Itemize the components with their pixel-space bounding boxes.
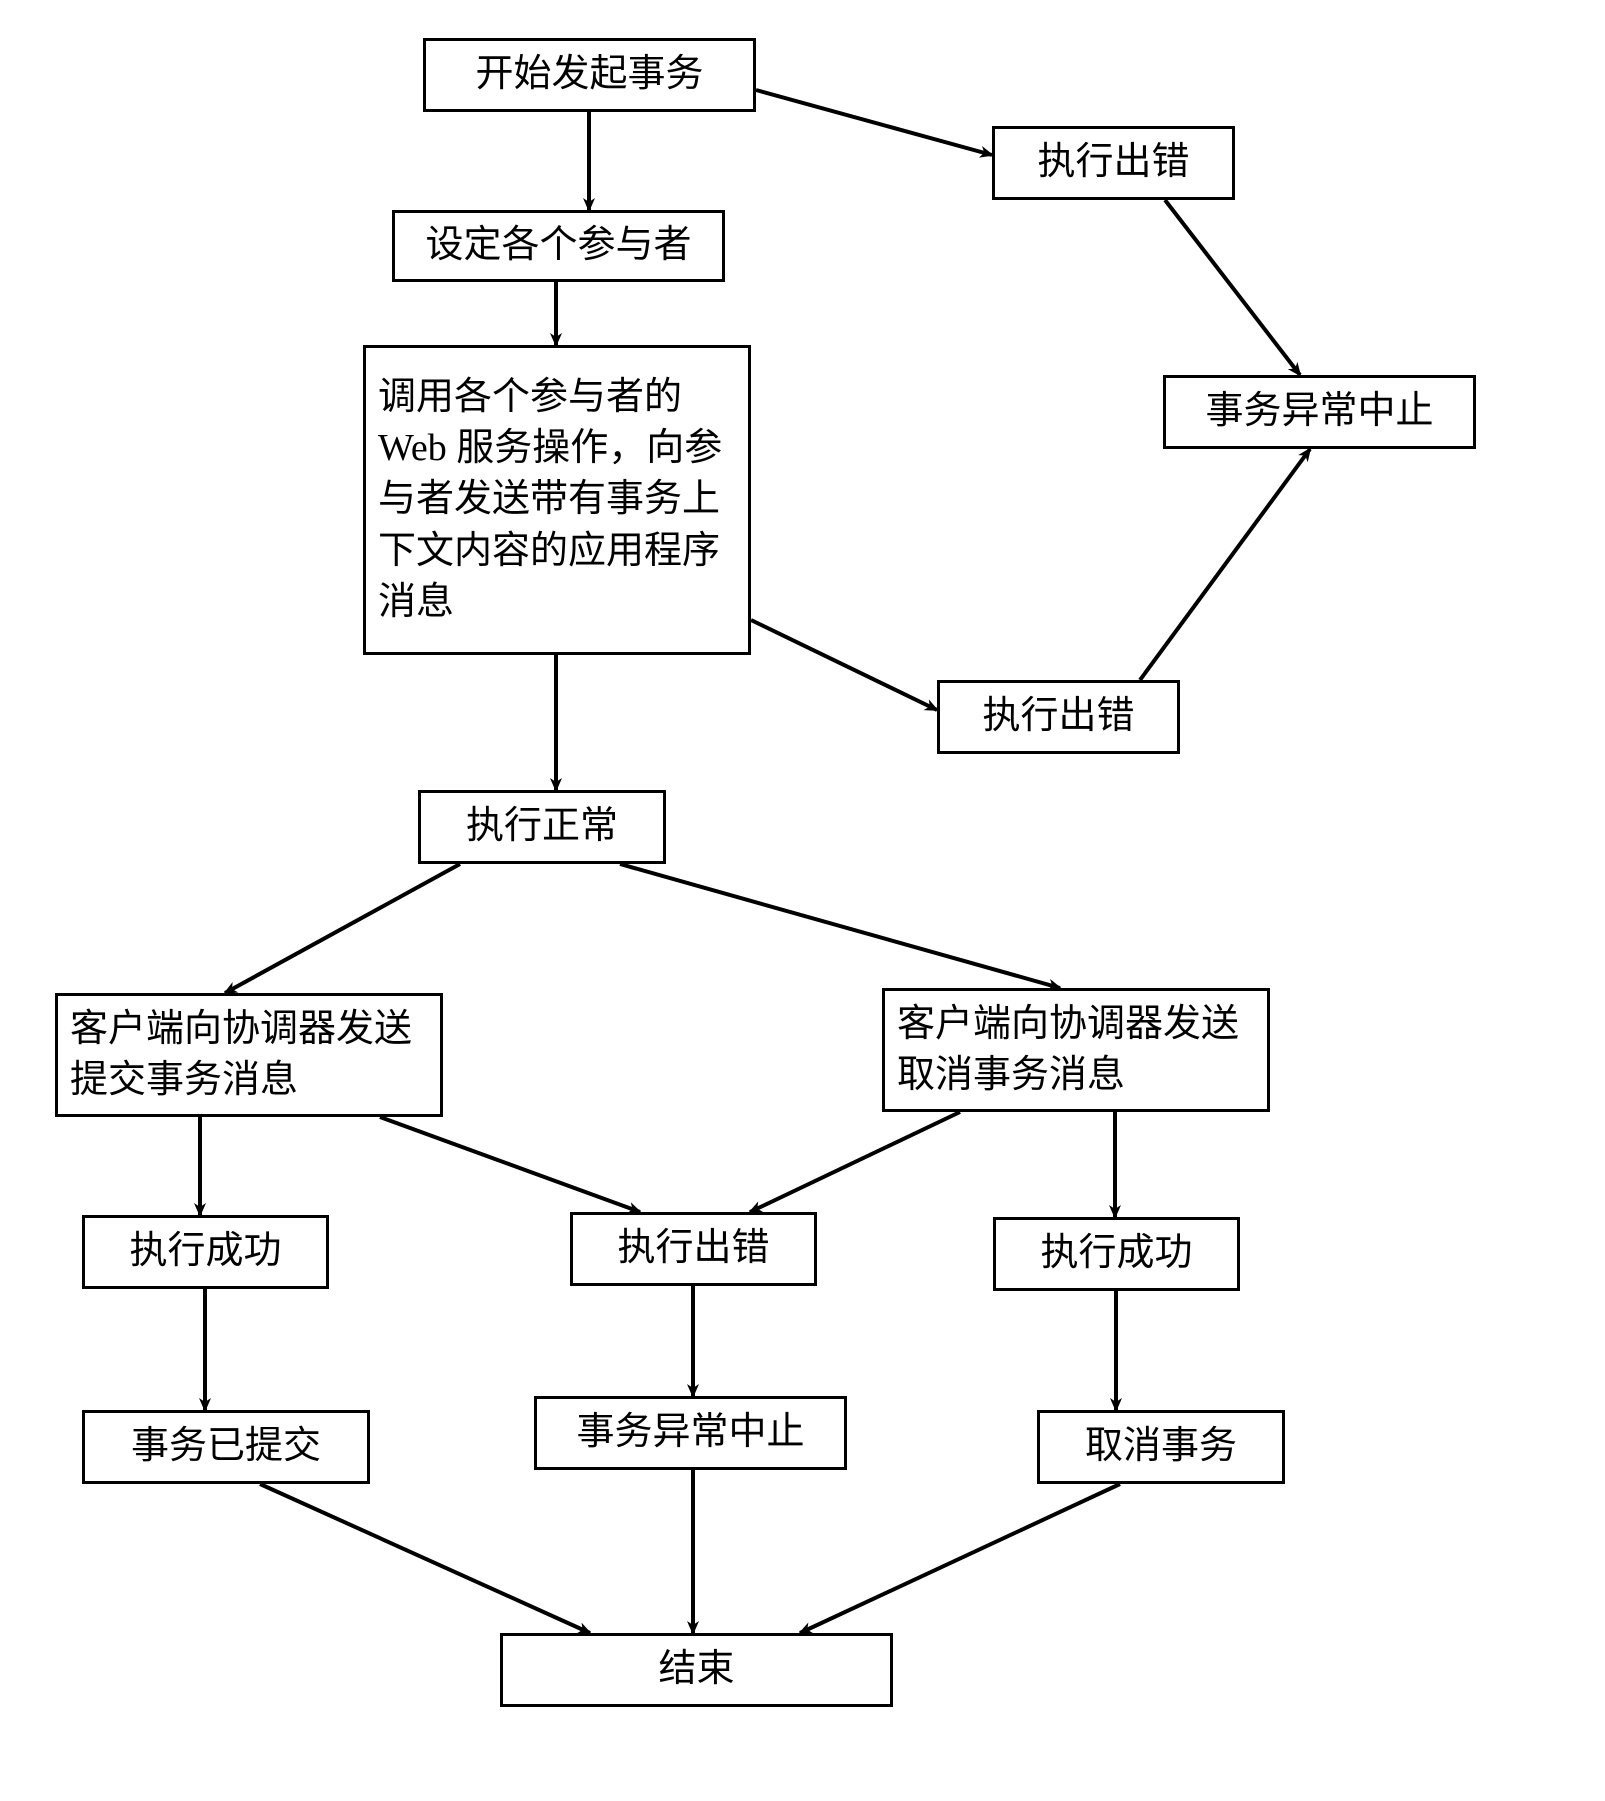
node-set_parts: 设定各个参与者 — [392, 210, 725, 282]
node-abort_mid-label: 事务异常中止 — [576, 1407, 804, 1458]
node-error1-label: 执行出错 — [1037, 137, 1189, 188]
node-start-label: 开始发起事务 — [475, 49, 703, 100]
node-invoke: 调用各个参与者的Web 服务操作，向参与者发送带有事务上下文内容的应用程序消息 — [363, 345, 751, 655]
node-committed-label: 事务已提交 — [131, 1421, 321, 1472]
node-exec_normal-label: 执行正常 — [466, 801, 618, 852]
node-succ_right-label: 执行成功 — [1040, 1228, 1192, 1279]
node-send_cancel: 客户端向协调器发送取消事务消息 — [882, 988, 1270, 1112]
node-succ_left: 执行成功 — [82, 1215, 329, 1289]
node-send_commit-label: 客户端向协调器发送提交事务消息 — [70, 1004, 428, 1107]
edge-2 — [1165, 200, 1300, 375]
node-abort_top-label: 事务异常中止 — [1205, 386, 1433, 437]
node-exec_normal: 执行正常 — [418, 790, 666, 864]
node-error1: 执行出错 — [992, 126, 1235, 200]
node-cancel_tx-label: 取消事务 — [1085, 1421, 1237, 1472]
node-abort_top: 事务异常中止 — [1163, 375, 1476, 449]
edge-7 — [225, 864, 460, 993]
node-invoke-label: 调用各个参与者的Web 服务操作，向参与者发送带有事务上下文内容的应用程序消息 — [378, 372, 736, 628]
node-start: 开始发起事务 — [423, 38, 756, 112]
node-abort_mid: 事务异常中止 — [534, 1396, 847, 1470]
edge-6 — [1140, 449, 1310, 680]
node-send_commit: 客户端向协调器发送提交事务消息 — [55, 993, 443, 1117]
node-committed: 事务已提交 — [82, 1410, 370, 1484]
node-succ_right: 执行成功 — [993, 1217, 1240, 1291]
edge-1 — [756, 90, 992, 155]
edge-18 — [800, 1484, 1120, 1633]
flowchart-canvas: 开始发起事务执行出错设定各个参与者调用各个参与者的Web 服务操作，向参与者发送… — [0, 0, 1605, 1801]
edge-11 — [750, 1112, 960, 1212]
node-end: 结束 — [500, 1633, 893, 1707]
node-error_mid: 执行出错 — [570, 1212, 817, 1286]
node-error2-label: 执行出错 — [982, 691, 1134, 742]
node-set_parts-label: 设定各个参与者 — [425, 220, 691, 271]
edge-5 — [751, 620, 937, 710]
edge-10 — [380, 1117, 640, 1212]
node-send_cancel-label: 客户端向协调器发送取消事务消息 — [897, 999, 1255, 1102]
edge-16 — [260, 1484, 590, 1633]
node-cancel_tx: 取消事务 — [1037, 1410, 1285, 1484]
node-end-label: 结束 — [658, 1644, 734, 1695]
edge-8 — [620, 864, 1060, 988]
edges-layer — [0, 0, 1605, 1801]
node-succ_left-label: 执行成功 — [129, 1226, 281, 1277]
node-error2: 执行出错 — [937, 680, 1180, 754]
node-error_mid-label: 执行出错 — [617, 1223, 769, 1274]
